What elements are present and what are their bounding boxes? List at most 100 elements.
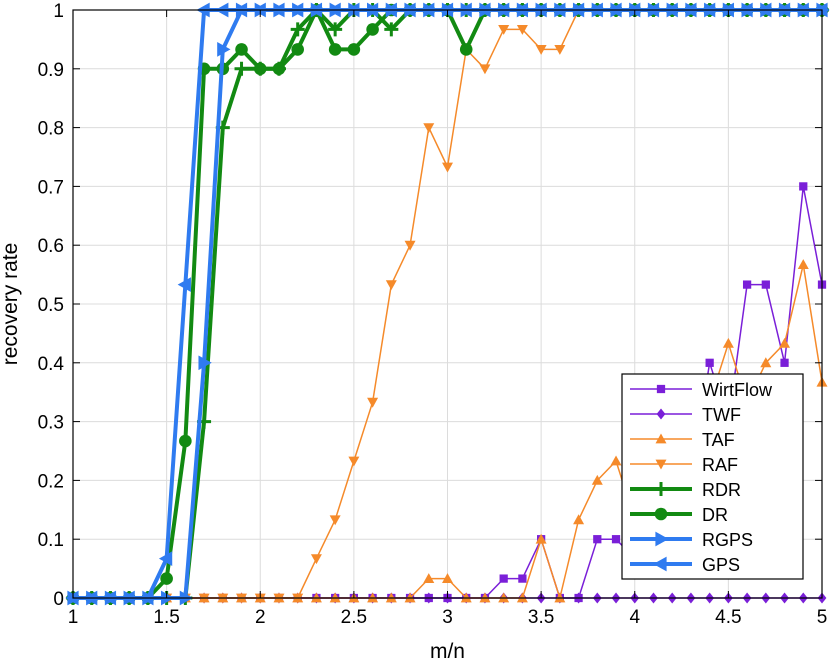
data-point-triangle-left xyxy=(65,590,79,606)
y-tick-label: 0 xyxy=(53,589,64,610)
legend-item: TAF xyxy=(630,430,735,450)
data-point-square xyxy=(780,358,789,367)
data-point-triangle-right xyxy=(217,42,231,57)
y-tick-label: 0.1 xyxy=(38,530,64,551)
data-point-triangle-up xyxy=(655,433,667,444)
legend-label-rdr: RDR xyxy=(702,480,741,500)
data-point-triangle-left xyxy=(158,551,173,566)
data-point-triangle-right xyxy=(655,531,669,547)
data-point-triangle-down xyxy=(535,44,547,55)
data-point-triangle-down xyxy=(367,397,379,408)
y-tick-label: 0.4 xyxy=(38,354,65,375)
y-axis-title: recovery rate xyxy=(0,243,22,366)
data-point-triangle-down xyxy=(655,459,667,470)
data-point-plus xyxy=(328,22,343,37)
legend-item: RDR xyxy=(630,480,741,500)
data-point-triangle-down xyxy=(554,44,566,55)
legend-item: RGPS xyxy=(630,530,753,550)
x-tick-label: 1.5 xyxy=(153,607,179,628)
data-point-triangle-left xyxy=(177,277,191,292)
legend-label-rgps: RGPS xyxy=(702,530,753,550)
axis-ticks: 1 1.5 2 2.5 3 3.5 4 4.5 5 0 0.1 0.2 0.3 0.4 0.5 0.6 0.7 0… xyxy=(38,1,828,628)
x-tick-label: 5 xyxy=(817,607,828,628)
x-tick-label: 3.5 xyxy=(528,607,554,628)
data-point-circle xyxy=(366,23,379,36)
x-tick-label: 4.5 xyxy=(715,607,741,628)
data-point-triangle-up xyxy=(797,259,809,270)
data-point-plus xyxy=(384,22,399,37)
y-tick-label: 0.9 xyxy=(38,60,64,81)
data-point-triangle-up xyxy=(722,337,734,348)
data-point-triangle-up xyxy=(423,573,435,583)
data-point-diamond xyxy=(656,408,666,420)
data-point-circle xyxy=(253,62,267,76)
data-point-plus xyxy=(234,61,249,76)
data-point-square xyxy=(742,280,752,289)
y-tick-label: 0.8 xyxy=(38,119,64,140)
legend-item: TWF xyxy=(630,405,741,425)
legend-item: GPS xyxy=(630,555,740,575)
data-point-square xyxy=(799,182,808,191)
data-point-circle xyxy=(272,62,286,76)
data-point-triangle-down xyxy=(404,240,416,251)
legend-label-raf: RAF xyxy=(702,455,738,475)
y-tick-label: 0.2 xyxy=(38,471,64,492)
data-point-triangle-down xyxy=(310,554,322,565)
data-point-triangle-left xyxy=(653,556,667,572)
legend-item: RAF xyxy=(630,455,738,475)
data-point-triangle-down xyxy=(329,515,341,526)
y-tick-label: 0.5 xyxy=(38,295,64,316)
data-point-circle xyxy=(328,43,342,56)
data-point-triangle-up xyxy=(573,514,585,525)
data-point-square xyxy=(761,280,770,289)
data-point-square xyxy=(499,574,508,583)
x-tick-label: 2 xyxy=(255,607,266,628)
legend-label-dr: DR xyxy=(702,505,728,525)
data-point-triangle-down xyxy=(516,25,528,35)
data-point-triangle-down xyxy=(385,280,397,291)
legend-label-taf: TAF xyxy=(702,430,735,450)
x-tick-label: 4 xyxy=(629,607,640,628)
data-point-square xyxy=(593,535,602,544)
data-point-triangle-up xyxy=(591,474,603,485)
data-point-triangle-up xyxy=(442,573,453,583)
legend-item: DR xyxy=(630,505,728,525)
data-point-triangle-down xyxy=(348,456,360,467)
y-tick-label: 1 xyxy=(53,1,64,22)
legend-label-twf: TWF xyxy=(702,405,741,425)
legend-label-wirtflow: WirtFlow xyxy=(702,380,773,400)
x-tick-label: 3 xyxy=(442,607,453,628)
y-tick-label: 0.6 xyxy=(38,236,64,257)
y-tick-label: 0.3 xyxy=(38,413,64,434)
data-point-triangle-up xyxy=(760,357,772,368)
data-point-square xyxy=(656,384,666,394)
data-point-triangle-down xyxy=(423,123,435,134)
data-point-square xyxy=(611,535,621,544)
legend-label-gps: GPS xyxy=(702,555,740,575)
legend-box xyxy=(621,373,804,580)
legend-item: WirtFlow xyxy=(630,380,773,400)
data-point-plus xyxy=(654,482,668,496)
data-point-circle xyxy=(459,43,473,56)
data-point-square xyxy=(705,358,714,367)
data-point-circle xyxy=(347,43,361,56)
x-axis-title: m/n xyxy=(430,640,465,663)
data-point-triangle-down xyxy=(498,25,510,35)
data-point-circle xyxy=(291,43,305,56)
data-point-triangle-up xyxy=(535,533,547,544)
data-point-triangle-down xyxy=(479,64,491,75)
x-tick-label: 2.5 xyxy=(341,607,367,628)
y-tick-label: 0.7 xyxy=(38,177,64,198)
data-point-triangle-up xyxy=(779,337,791,348)
data-point-circle xyxy=(235,43,248,56)
data-point-square xyxy=(518,574,527,583)
data-point-plus xyxy=(290,22,305,37)
data-point-circle xyxy=(160,572,173,585)
x-tick-label: 1 xyxy=(68,607,79,628)
data-point-circle xyxy=(179,434,192,448)
legend: WirtFlow TWF TAF RAF RDR DR RGPS GPS xyxy=(621,373,804,580)
data-point-circle xyxy=(654,507,668,521)
data-point-triangle-down xyxy=(442,162,453,173)
data-point-triangle-up xyxy=(610,455,622,466)
